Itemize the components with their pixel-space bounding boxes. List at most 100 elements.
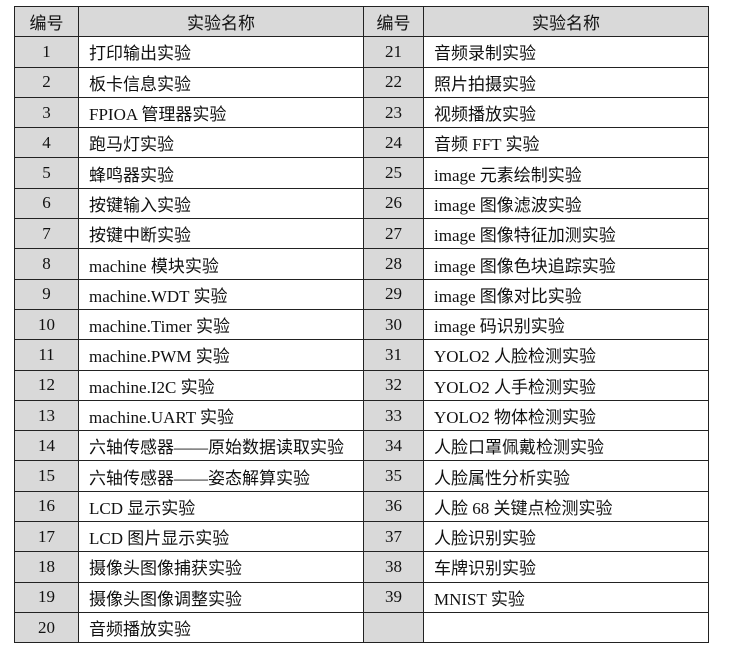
experiment-name: 照片拍摄实验 [423, 66, 709, 98]
table-row: 3 FPIOA 管理器实验 23 视频播放实验 [14, 96, 709, 129]
experiment-number: 10 [14, 308, 79, 341]
experiment-name: 人脸 68 关键点检测实验 [423, 490, 709, 523]
experiment-number: 31 [363, 339, 424, 371]
experiment-number: 7 [14, 218, 79, 250]
experiment-name: 音频播放实验 [78, 611, 364, 644]
table-row: 20 音频播放实验 [14, 611, 709, 644]
experiment-name: YOLO2 物体检测实验 [423, 399, 709, 432]
experiment-number: 32 [363, 369, 424, 401]
header-name-left: 实验名称 [78, 5, 364, 38]
experiment-number: 14 [14, 430, 79, 462]
experiment-number: 13 [14, 399, 79, 432]
experiment-table: 编号 实验名称 编号 实验名称 1 打印输出实验 21 音频录制实验 2 板卡信息实验 22… [14, 5, 709, 644]
experiment-number: 4 [14, 127, 79, 159]
experiment-name: 六轴传感器——原始数据读取实验 [78, 430, 364, 462]
experiment-name: 打印输出实验 [78, 36, 364, 68]
experiment-number: 36 [363, 490, 424, 523]
experiment-number: 11 [14, 339, 79, 371]
table-row: 12 machine.I2C 实验 32 YOLO2 人手检测实验 [14, 369, 709, 401]
table-row: 10 machine.Timer 实验 30 image 码识别实验 [14, 308, 709, 341]
experiment-name: machine.UART 实验 [78, 399, 364, 432]
experiment-number: 21 [363, 36, 424, 68]
experiment-name: machine.WDT 实验 [78, 278, 364, 310]
experiment-name: 摄像头图像捕获实验 [78, 551, 364, 583]
table-row: 4 跑马灯实验 24 音频 FFT 实验 [14, 127, 709, 159]
experiment-number: 35 [363, 460, 424, 492]
experiment-number: 19 [14, 581, 79, 613]
experiment-name: 跑马灯实验 [78, 127, 364, 159]
experiment-number: 27 [363, 218, 424, 250]
experiment-number: 5 [14, 157, 79, 189]
experiment-number: 26 [363, 187, 424, 220]
table-row: 15 六轴传感器——姿态解算实验 35 人脸属性分析实验 [14, 460, 709, 492]
experiment-number: 39 [363, 581, 424, 613]
experiment-name: MNIST 实验 [423, 581, 709, 613]
table-row: 1 打印输出实验 21 音频录制实验 [14, 36, 709, 68]
experiment-number: 34 [363, 430, 424, 462]
experiment-number: 3 [14, 96, 79, 129]
header-number-right: 编号 [363, 5, 424, 38]
experiment-name: 音频录制实验 [423, 36, 709, 68]
experiment-name: 视频播放实验 [423, 96, 709, 129]
header-row: 编号 实验名称 编号 实验名称 [14, 5, 709, 38]
experiment-name: 摄像头图像调整实验 [78, 581, 364, 613]
experiment-number: 6 [14, 187, 79, 220]
experiment-number: 16 [14, 490, 79, 523]
table-row: 2 板卡信息实验 22 照片拍摄实验 [14, 66, 709, 98]
experiment-number: 9 [14, 278, 79, 310]
table-row: 18 摄像头图像捕获实验 38 车牌识别实验 [14, 551, 709, 583]
table-row: 8 machine 模块实验 28 image 图像色块追踪实验 [14, 248, 709, 280]
experiment-name: 板卡信息实验 [78, 66, 364, 98]
experiment-name: LCD 显示实验 [78, 490, 364, 523]
table-row: 6 按键输入实验 26 image 图像滤波实验 [14, 187, 709, 220]
experiment-name: machine 模块实验 [78, 248, 364, 280]
experiment-name: LCD 图片显示实验 [78, 521, 364, 553]
experiment-name: 人脸口罩佩戴检测实验 [423, 430, 709, 462]
experiment-name: 六轴传感器——姿态解算实验 [78, 460, 364, 492]
empty-number-cell [363, 611, 424, 644]
experiment-number: 2 [14, 66, 79, 98]
table-body: 1 打印输出实验 21 音频录制实验 2 板卡信息实验 22 照片拍摄实验 3 FPIOA 管理器… [14, 36, 709, 644]
experiment-number: 24 [363, 127, 424, 159]
empty-name-cell [423, 611, 709, 644]
header-name-right: 实验名称 [423, 5, 709, 38]
experiment-number: 25 [363, 157, 424, 189]
experiment-name: image 图像滤波实验 [423, 187, 709, 220]
experiment-name: 按键输入实验 [78, 187, 364, 220]
experiment-number: 38 [363, 551, 424, 583]
experiment-name: YOLO2 人手检测实验 [423, 369, 709, 401]
experiment-name: 蜂鸣器实验 [78, 157, 364, 189]
experiment-number: 1 [14, 36, 79, 68]
experiment-name: 按键中断实验 [78, 218, 364, 250]
experiment-number: 20 [14, 611, 79, 644]
experiment-name: image 码识别实验 [423, 308, 709, 341]
experiment-name: 车牌识别实验 [423, 551, 709, 583]
table-row: 16 LCD 显示实验 36 人脸 68 关键点检测实验 [14, 490, 709, 523]
experiment-name: FPIOA 管理器实验 [78, 96, 364, 129]
experiment-name: 人脸属性分析实验 [423, 460, 709, 492]
table-row: 7 按键中断实验 27 image 图像特征加测实验 [14, 218, 709, 250]
experiment-name: image 图像特征加测实验 [423, 218, 709, 250]
experiment-number: 23 [363, 96, 424, 129]
experiment-number: 37 [363, 521, 424, 553]
table-row: 13 machine.UART 实验 33 YOLO2 物体检测实验 [14, 399, 709, 432]
experiment-number: 15 [14, 460, 79, 492]
experiment-name: 音频 FFT 实验 [423, 127, 709, 159]
experiment-number: 18 [14, 551, 79, 583]
table-row: 19 摄像头图像调整实验 39 MNIST 实验 [14, 581, 709, 613]
experiment-name: machine.PWM 实验 [78, 339, 364, 371]
experiment-name: machine.I2C 实验 [78, 369, 364, 401]
experiment-number: 29 [363, 278, 424, 310]
experiment-name: image 图像对比实验 [423, 278, 709, 310]
experiment-number: 30 [363, 308, 424, 341]
table-row: 5 蜂鸣器实验 25 image 元素绘制实验 [14, 157, 709, 189]
experiment-number: 17 [14, 521, 79, 553]
experiment-name: image 图像色块追踪实验 [423, 248, 709, 280]
table-row: 9 machine.WDT 实验 29 image 图像对比实验 [14, 278, 709, 310]
table-row: 14 六轴传感器——原始数据读取实验 34 人脸口罩佩戴检测实验 [14, 430, 709, 462]
experiment-number: 33 [363, 399, 424, 432]
experiment-number: 28 [363, 248, 424, 280]
experiment-number: 22 [363, 66, 424, 98]
experiment-number: 8 [14, 248, 79, 280]
experiment-number: 12 [14, 369, 79, 401]
